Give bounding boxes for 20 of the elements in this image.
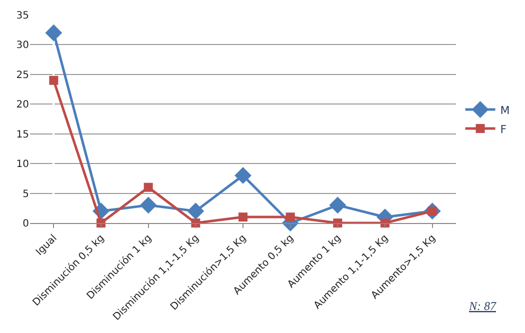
point: [187, 202, 204, 220]
legend-label: F: [500, 122, 507, 136]
legend-label: M: [500, 104, 510, 117]
y-tick-label: 5: [22, 188, 29, 200]
y-tick-label: 15: [16, 129, 29, 140]
point: [238, 212, 248, 222]
y-tick-label: 35: [16, 10, 29, 22]
point: [144, 182, 153, 192]
point: [329, 196, 346, 214]
text: N: 87: [468, 299, 497, 313]
point: [140, 196, 157, 214]
point: [234, 167, 252, 184]
y-tick-label: 30: [16, 40, 29, 52]
point: [49, 76, 58, 85]
point: [286, 212, 295, 222]
y-tick-label: 20: [16, 100, 29, 111]
y-tick-label: 0: [22, 218, 29, 230]
point: [45, 24, 62, 42]
y-tick-label: 10: [16, 159, 29, 170]
y-tick-label: 25: [16, 70, 29, 81]
